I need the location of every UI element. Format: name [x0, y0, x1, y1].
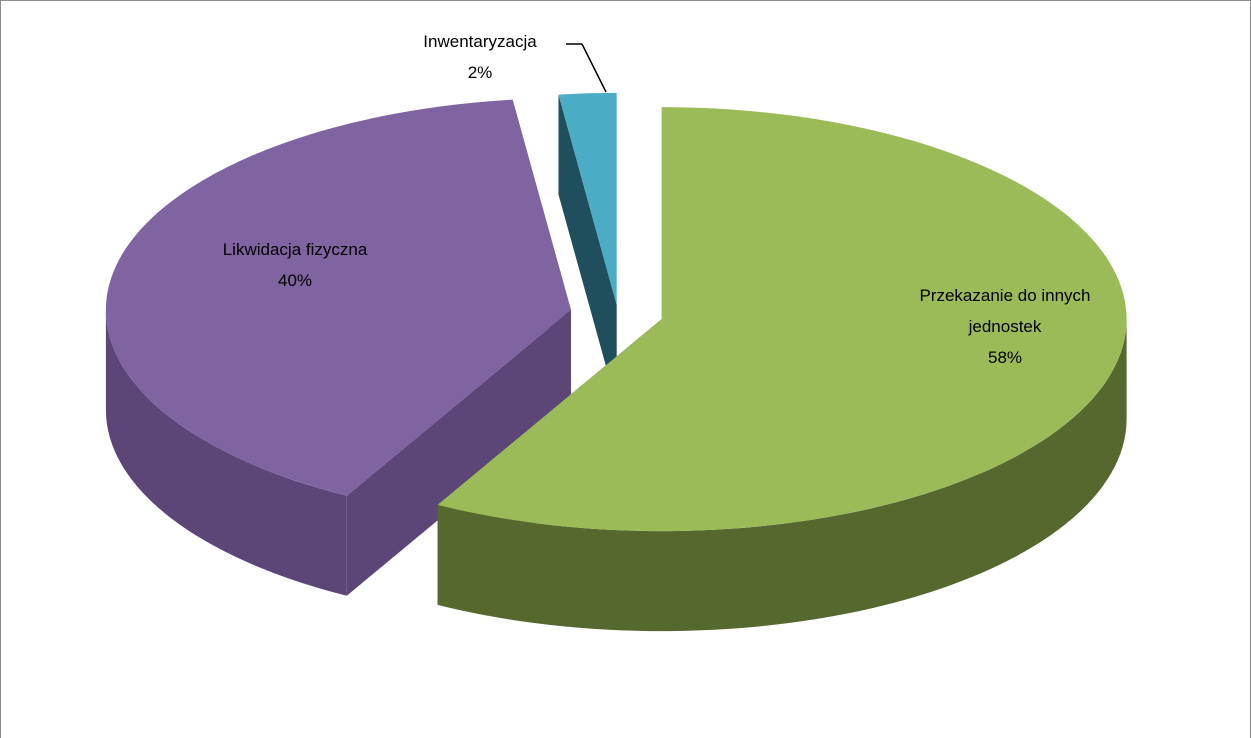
category-label: Likwidacja fizyczna: [222, 240, 368, 259]
category-label: Przekazanie do innych jednostek: [919, 286, 1091, 336]
slice-side: [437, 319, 1127, 632]
value-label: 40%: [277, 271, 313, 290]
category-label: Inwentaryzacja: [423, 32, 537, 51]
slice-side: [105, 309, 347, 596]
slice: [558, 92, 617, 305]
slice-side: [346, 309, 571, 596]
value-label: 2%: [467, 63, 493, 82]
slice-label: Inwentaryzacja 2%: [380, 26, 580, 88]
slice-side: [558, 94, 617, 405]
value-label: 58%: [987, 348, 1023, 367]
slice: [437, 107, 1127, 532]
slice: [105, 99, 571, 496]
leader-line: [581, 43, 607, 93]
slice-label: Likwidacja fizyczna 40%: [170, 234, 420, 296]
slice-label: Przekazanie do innych jednostek 58%: [900, 280, 1110, 373]
